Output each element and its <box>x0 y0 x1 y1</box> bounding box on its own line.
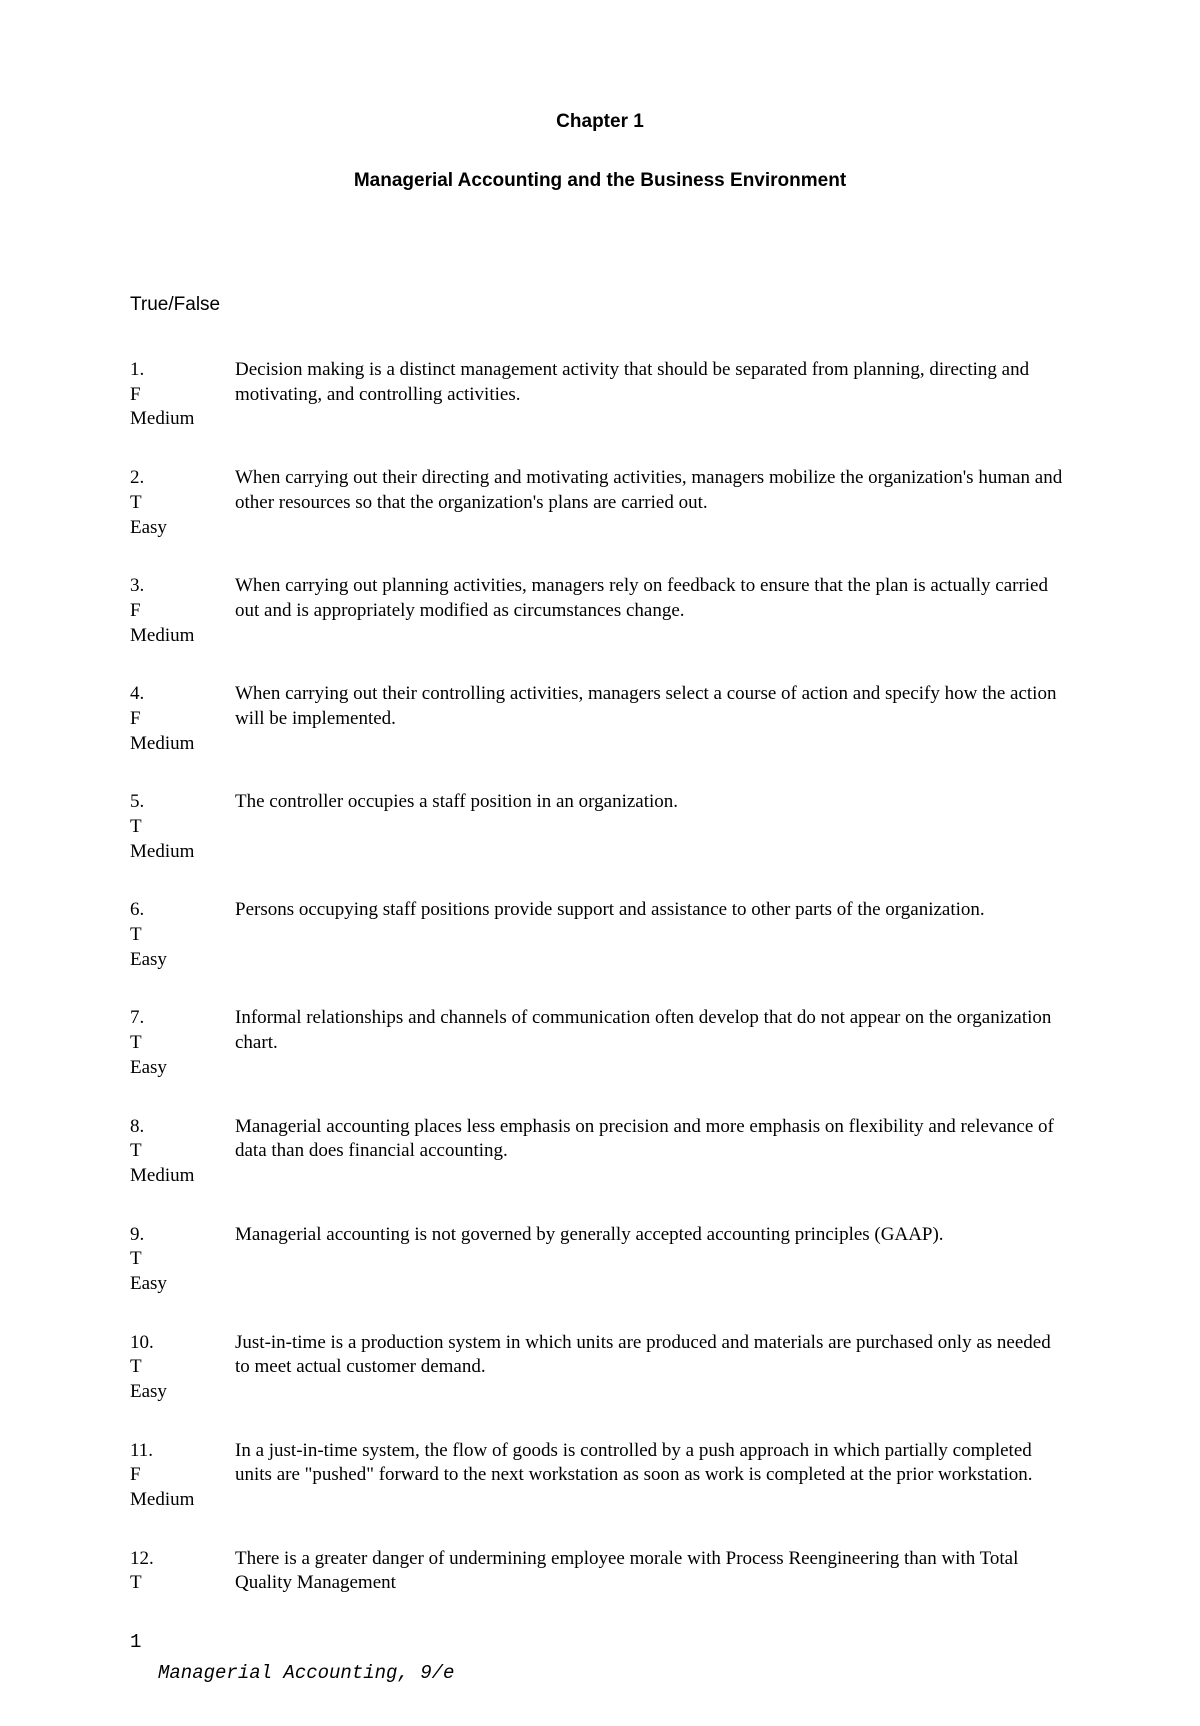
question-difficulty: Easy <box>130 948 235 973</box>
question-meta: 6.TEasy <box>130 898 235 972</box>
question-row: 3.FMediumWhen carrying out planning acti… <box>130 574 1070 648</box>
book-title: Managerial Accounting, 9/e <box>130 1661 1070 1686</box>
question-row: 12.TThere is a greater danger of undermi… <box>130 1547 1070 1596</box>
question-difficulty: Easy <box>130 1380 235 1405</box>
question-answer: T <box>130 1247 235 1272</box>
question-text: Managerial accounting places less emphas… <box>235 1115 1070 1189</box>
page-number: 1 <box>130 1630 1070 1655</box>
question-meta: 11.FMedium <box>130 1439 235 1513</box>
question-row: 7.TEasyInformal relationships and channe… <box>130 1006 1070 1080</box>
question-meta: 1.FMedium <box>130 358 235 432</box>
question-text: Persons occupying staff positions provid… <box>235 898 1070 972</box>
question-row: 4.FMediumWhen carrying out their control… <box>130 682 1070 756</box>
question-row: 9.TEasyManagerial accounting is not gove… <box>130 1223 1070 1297</box>
question-answer: F <box>130 383 235 408</box>
question-number: 6. <box>130 898 235 923</box>
question-difficulty: Medium <box>130 624 235 649</box>
question-answer: F <box>130 599 235 624</box>
question-answer: T <box>130 1355 235 1380</box>
question-number: 12. <box>130 1547 235 1572</box>
question-number: 1. <box>130 358 235 383</box>
question-meta: 12.T <box>130 1547 235 1596</box>
question-answer: F <box>130 707 235 732</box>
page-footer: 1 Managerial Accounting, 9/e <box>130 1630 1070 1685</box>
question-row: 1.FMediumDecision making is a distinct m… <box>130 358 1070 432</box>
question-list: 1.FMediumDecision making is a distinct m… <box>130 358 1070 1596</box>
question-difficulty: Medium <box>130 1164 235 1189</box>
question-answer: T <box>130 491 235 516</box>
question-row: 8.TMediumManagerial accounting places le… <box>130 1115 1070 1189</box>
question-difficulty: Easy <box>130 1056 235 1081</box>
question-number: 11. <box>130 1439 235 1464</box>
question-difficulty: Easy <box>130 1272 235 1297</box>
question-meta: 2.TEasy <box>130 466 235 540</box>
question-number: 5. <box>130 790 235 815</box>
question-difficulty: Medium <box>130 732 235 757</box>
chapter-title: Managerial Accounting and the Business E… <box>130 169 1070 194</box>
question-meta: 5.TMedium <box>130 790 235 864</box>
question-difficulty: Easy <box>130 516 235 541</box>
question-answer: T <box>130 1139 235 1164</box>
question-meta: 9.TEasy <box>130 1223 235 1297</box>
question-row: 2.TEasyWhen carrying out their directing… <box>130 466 1070 540</box>
question-answer: T <box>130 923 235 948</box>
question-meta: 10.TEasy <box>130 1331 235 1405</box>
question-row: 5.TMediumThe controller occupies a staff… <box>130 790 1070 864</box>
question-number: 9. <box>130 1223 235 1248</box>
question-number: 4. <box>130 682 235 707</box>
question-number: 8. <box>130 1115 235 1140</box>
question-meta: 4.FMedium <box>130 682 235 756</box>
question-text: Informal relationships and channels of c… <box>235 1006 1070 1080</box>
question-meta: 7.TEasy <box>130 1006 235 1080</box>
question-difficulty: Medium <box>130 840 235 865</box>
question-meta: 3.FMedium <box>130 574 235 648</box>
question-text: When carrying out their directing and mo… <box>235 466 1070 540</box>
question-text: There is a greater danger of undermining… <box>235 1547 1070 1596</box>
question-row: 6.TEasyPersons occupying staff positions… <box>130 898 1070 972</box>
question-text: When carrying out their controlling acti… <box>235 682 1070 756</box>
question-text: Decision making is a distinct management… <box>235 358 1070 432</box>
chapter-heading: Chapter 1 <box>130 110 1070 135</box>
question-text: Managerial accounting is not governed by… <box>235 1223 1070 1297</box>
question-number: 3. <box>130 574 235 599</box>
question-text: The controller occupies a staff position… <box>235 790 1070 864</box>
question-number: 10. <box>130 1331 235 1356</box>
question-answer: F <box>130 1463 235 1488</box>
question-answer: T <box>130 1031 235 1056</box>
question-text: Just-in-time is a production system in w… <box>235 1331 1070 1405</box>
question-row: 10.TEasyJust-in-time is a production sys… <box>130 1331 1070 1405</box>
question-answer: T <box>130 1571 235 1596</box>
question-text: When carrying out planning activities, m… <box>235 574 1070 648</box>
question-answer: T <box>130 815 235 840</box>
question-difficulty: Medium <box>130 407 235 432</box>
question-number: 7. <box>130 1006 235 1031</box>
section-heading: True/False <box>130 293 1070 318</box>
question-number: 2. <box>130 466 235 491</box>
question-row: 11.FMediumIn a just-in-time system, the … <box>130 1439 1070 1513</box>
question-text: In a just-in-time system, the flow of go… <box>235 1439 1070 1513</box>
question-difficulty: Medium <box>130 1488 235 1513</box>
question-meta: 8.TMedium <box>130 1115 235 1189</box>
